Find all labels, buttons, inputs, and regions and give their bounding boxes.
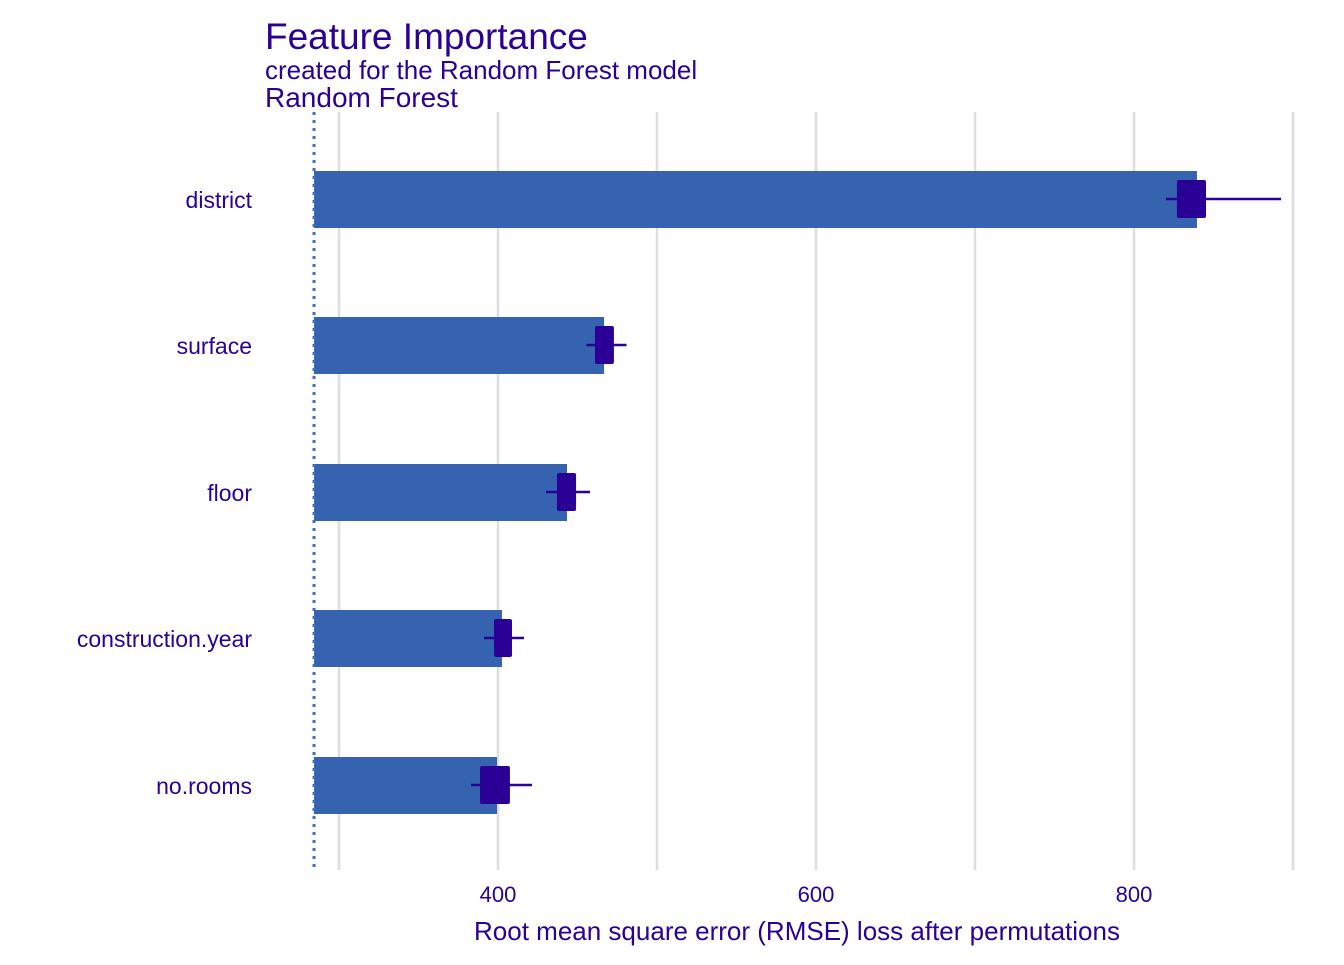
boxplots [470, 180, 1282, 804]
y-label-surface: surface [177, 333, 252, 359]
bar-district [314, 171, 1197, 228]
y-label-floor: floor [207, 480, 252, 506]
bar-no.rooms [314, 757, 498, 814]
box-construction.year [494, 619, 512, 657]
box-surface [594, 326, 614, 364]
chart-title: Feature Importance [265, 16, 588, 57]
box-no.rooms [480, 766, 510, 804]
y-label-district: district [186, 187, 253, 213]
x-axis-ticks: 400 600 800 [480, 882, 1153, 907]
bars [314, 171, 1197, 814]
chart-subtitle: created for the Random Forest model [265, 55, 697, 85]
y-label-construction.year: construction.year [77, 626, 252, 652]
bar-floor [314, 464, 568, 521]
bar-construction.year [314, 610, 502, 667]
x-tick-600: 600 [798, 882, 835, 907]
bar-surface [314, 317, 605, 374]
y-label-no.rooms: no.rooms [156, 773, 252, 799]
box-district [1176, 180, 1207, 218]
panel-label: Random Forest [265, 82, 458, 113]
y-axis-labels: district surface floor construction.year no.… [77, 187, 253, 799]
x-tick-400: 400 [480, 882, 517, 907]
x-tick-800: 800 [1116, 882, 1153, 907]
x-axis-label: Root mean square error (RMSE) loss after… [474, 916, 1120, 946]
box-floor [556, 473, 577, 511]
